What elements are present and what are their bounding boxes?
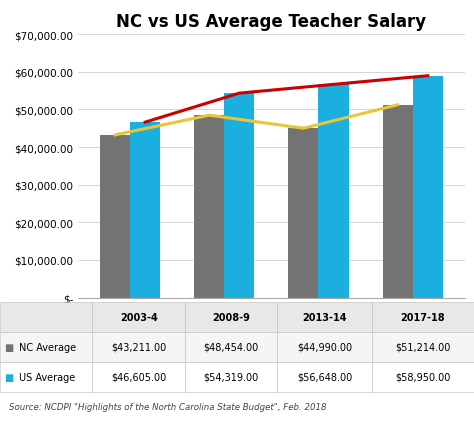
Bar: [413, 77, 443, 298]
Text: $48,454.00: $48,454.00: [203, 342, 259, 352]
FancyBboxPatch shape: [0, 362, 92, 392]
Bar: [100, 136, 130, 298]
FancyBboxPatch shape: [277, 302, 372, 332]
FancyBboxPatch shape: [372, 302, 474, 332]
FancyBboxPatch shape: [277, 362, 372, 392]
Text: $43,211.00: $43,211.00: [111, 342, 166, 352]
Text: $44,990.00: $44,990.00: [297, 342, 352, 352]
Text: NC Average: NC Average: [19, 342, 77, 352]
Bar: [224, 94, 255, 298]
FancyBboxPatch shape: [185, 332, 277, 362]
Text: 2013-14: 2013-14: [302, 312, 347, 322]
Text: Source: NCDPI "Highlights of the North Carolina State Budget", Feb. 2018: Source: NCDPI "Highlights of the North C…: [9, 402, 327, 411]
Text: $54,319.00: $54,319.00: [203, 372, 259, 382]
Text: $46,605.00: $46,605.00: [111, 372, 166, 382]
Text: US Average: US Average: [19, 372, 76, 382]
FancyBboxPatch shape: [372, 362, 474, 392]
FancyBboxPatch shape: [372, 332, 474, 362]
Text: 2017-18: 2017-18: [401, 312, 446, 322]
FancyBboxPatch shape: [92, 302, 185, 332]
Text: ■: ■: [4, 372, 13, 382]
Text: 2003-4: 2003-4: [120, 312, 157, 322]
Text: $51,214.00: $51,214.00: [395, 342, 451, 352]
Text: 2008-9: 2008-9: [212, 312, 250, 322]
Text: ■: ■: [4, 342, 13, 352]
FancyBboxPatch shape: [0, 302, 92, 332]
Bar: [194, 116, 224, 298]
Bar: [130, 123, 160, 298]
Bar: [319, 85, 348, 298]
FancyBboxPatch shape: [185, 362, 277, 392]
Title: NC vs US Average Teacher Salary: NC vs US Average Teacher Salary: [116, 13, 427, 31]
FancyBboxPatch shape: [92, 362, 185, 392]
FancyBboxPatch shape: [0, 332, 92, 362]
Text: $58,950.00: $58,950.00: [395, 372, 451, 382]
FancyBboxPatch shape: [92, 332, 185, 362]
Bar: [288, 129, 319, 298]
Bar: [383, 106, 413, 298]
FancyBboxPatch shape: [185, 302, 277, 332]
FancyBboxPatch shape: [277, 332, 372, 362]
Text: $56,648.00: $56,648.00: [297, 372, 352, 382]
